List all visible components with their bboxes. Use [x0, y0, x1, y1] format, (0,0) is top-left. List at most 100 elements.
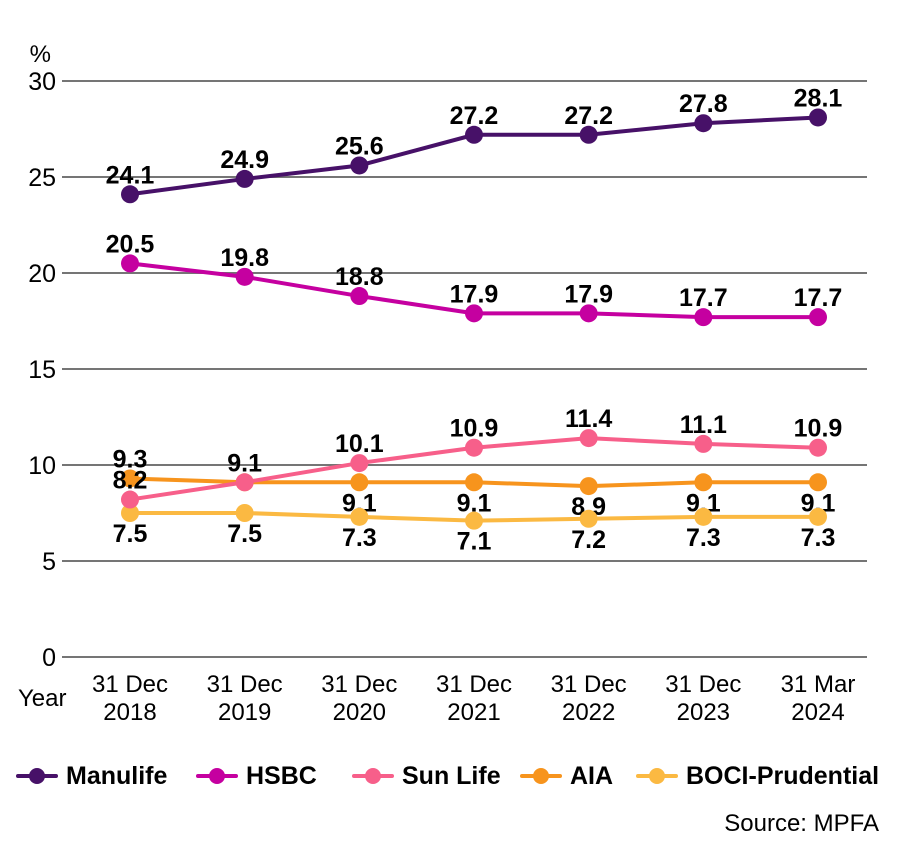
legend-item-sun-life: Sun Life	[352, 758, 501, 794]
x-tick-label: 31 Dec	[207, 671, 283, 698]
data-point-aia	[579, 477, 598, 496]
data-point-manulife	[235, 169, 254, 188]
data-point-aia	[694, 473, 713, 492]
data-label-sun-life: 10.1	[335, 430, 384, 458]
legend-label: BOCI-Prudential	[686, 762, 880, 790]
data-point-manulife	[694, 114, 713, 133]
data-point-hsbc	[235, 267, 254, 286]
data-point-sun-life	[809, 438, 828, 457]
data-point-manulife	[121, 185, 139, 204]
data-label-manulife: 24.9	[220, 146, 269, 174]
legend-marker-icon	[352, 767, 394, 785]
data-point-boci-prudential	[809, 507, 828, 526]
data-point-boci-prudential	[121, 504, 139, 522]
data-label-hsbc: 17.9	[450, 280, 499, 308]
data-point-aia	[809, 473, 828, 492]
data-label-hsbc: 17.9	[564, 280, 613, 308]
y-axis-unit-label: %	[30, 41, 51, 68]
data-label-manulife: 28.1	[794, 84, 843, 112]
legend-item-manulife: Manulife	[16, 758, 167, 794]
data-label-hsbc: 18.8	[335, 263, 384, 291]
legend-item-hsbc: HSBC	[196, 758, 317, 794]
legend-dot	[29, 768, 45, 784]
data-point-hsbc	[809, 308, 828, 327]
data-point-aia	[121, 469, 139, 488]
data-label-boci-prudential: 7.2	[571, 526, 606, 554]
data-label-hsbc: 19.8	[220, 244, 269, 272]
y-tick-label: 5	[42, 548, 56, 576]
y-tick-label: 10	[28, 452, 56, 480]
data-label-sun-life: 10.9	[794, 415, 843, 443]
legend-item-boci-prudential: BOCI-Prudential	[636, 758, 879, 794]
data-point-aia	[350, 473, 369, 492]
data-label-hsbc: 17.7	[679, 284, 728, 312]
x-tick-label: 2022	[562, 699, 615, 726]
legend-dot	[533, 768, 549, 784]
x-tick-label: 2018	[103, 699, 156, 726]
data-point-manulife	[350, 156, 369, 175]
data-label-manulife: 27.2	[564, 102, 613, 130]
data-point-aia	[465, 473, 484, 492]
data-point-hsbc	[121, 254, 139, 273]
data-point-manulife	[809, 108, 828, 127]
legend-dot	[649, 768, 665, 784]
y-tick-label: 25	[28, 164, 56, 192]
data-point-boci-prudential	[579, 509, 598, 528]
y-tick-label: 30	[28, 68, 56, 96]
data-label-boci-prudential: 7.5	[113, 520, 148, 548]
data-point-hsbc	[350, 287, 369, 306]
data-label-sun-life: 10.9	[450, 415, 499, 443]
data-point-sun-life	[694, 434, 713, 453]
legend-item-aia: AIA	[520, 758, 613, 794]
legend-marker-icon	[196, 767, 238, 785]
data-label-manulife: 25.6	[335, 132, 384, 160]
y-tick-label: 0	[42, 644, 56, 672]
data-label-manulife: 24.1	[106, 161, 155, 189]
data-label-boci-prudential: 7.5	[227, 520, 262, 548]
chart-legend: Manulife HSBC Sun Life AIA BOCI-Prudential	[0, 758, 901, 794]
x-tick-label: 2020	[333, 699, 386, 726]
x-tick-label: 2021	[447, 699, 500, 726]
data-point-sun-life	[121, 490, 139, 509]
data-point-hsbc	[465, 304, 484, 323]
legend-marker-icon	[636, 767, 678, 785]
legend-marker-icon	[520, 767, 562, 785]
data-label-boci-prudential: 7.3	[686, 524, 721, 552]
x-tick-label: 31 Dec	[92, 671, 168, 698]
x-axis-label: Year	[18, 685, 67, 712]
data-point-manulife	[579, 125, 598, 144]
legend-label: Sun Life	[402, 762, 501, 790]
data-point-boci-prudential	[350, 507, 369, 526]
y-tick-label: 20	[28, 260, 56, 288]
x-tick-label: 31 Dec	[436, 671, 512, 698]
data-label-boci-prudential: 7.1	[457, 528, 492, 556]
x-tick-label: 2024	[791, 699, 844, 726]
data-label-aia: 9.3	[113, 445, 148, 473]
data-label-boci-prudential: 7.3	[801, 524, 836, 552]
legend-dot	[209, 768, 225, 784]
data-label-manulife: 27.8	[679, 90, 728, 118]
x-tick-label: 31 Dec	[551, 671, 627, 698]
x-tick-label: 31 Mar	[781, 671, 856, 698]
data-point-hsbc	[579, 304, 598, 323]
legend-dot	[365, 768, 381, 784]
data-point-manulife	[465, 125, 484, 144]
legend-marker-icon	[16, 767, 58, 785]
data-point-boci-prudential	[694, 507, 713, 526]
data-label-manulife: 27.2	[450, 102, 499, 130]
x-tick-label: 31 Dec	[321, 671, 397, 698]
data-point-sun-life	[465, 438, 484, 457]
legend-label: Manulife	[66, 762, 168, 790]
legend-label: AIA	[570, 762, 614, 790]
data-label-sun-life: 8.2	[113, 467, 148, 495]
data-label-sun-life: 11.1	[680, 411, 727, 439]
data-point-boci-prudential	[235, 504, 254, 522]
data-point-boci-prudential	[465, 511, 484, 530]
data-point-sun-life	[350, 454, 369, 473]
data-label-hsbc: 20.5	[106, 230, 155, 258]
y-tick-label: 15	[28, 356, 56, 384]
data-point-sun-life	[235, 473, 254, 492]
x-tick-label: 31 Dec	[665, 671, 741, 698]
